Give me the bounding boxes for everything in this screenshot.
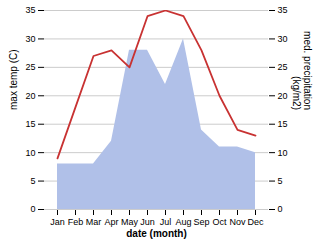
svg-text:Jan: Jan [50,217,65,227]
svg-text:Nov: Nov [229,217,246,227]
svg-text:35: 35 [25,5,35,15]
svg-text:5: 5 [278,176,283,186]
svg-text:25: 25 [278,62,288,72]
svg-text:Sep: Sep [193,217,209,227]
svg-text:max temp (C): max temp (C) [8,49,19,110]
svg-text:10: 10 [278,148,288,158]
svg-text:May: May [121,217,139,227]
svg-text:date (month): date (month) [126,228,187,239]
svg-text:Dec: Dec [247,217,264,227]
svg-text:med. precipitation(kg/m2): med. precipitation(kg/m2) [291,31,313,110]
svg-text:Oct: Oct [212,217,227,227]
svg-text:Jul: Jul [160,217,172,227]
svg-text:30: 30 [278,34,288,44]
svg-text:Feb: Feb [68,217,84,227]
svg-text:10: 10 [25,148,35,158]
svg-text:Jun: Jun [140,217,155,227]
svg-text:15: 15 [278,119,288,129]
svg-text:30: 30 [25,34,35,44]
svg-text:Aug: Aug [175,217,191,227]
svg-text:5: 5 [30,176,35,186]
svg-text:20: 20 [25,91,35,101]
svg-text:35: 35 [278,5,288,15]
svg-text:0: 0 [278,204,283,214]
svg-text:20: 20 [278,91,288,101]
svg-text:25: 25 [25,62,35,72]
svg-text:15: 15 [25,119,35,129]
svg-text:Apr: Apr [104,217,118,227]
svg-text:0: 0 [30,204,35,214]
svg-text:Mar: Mar [86,217,102,227]
